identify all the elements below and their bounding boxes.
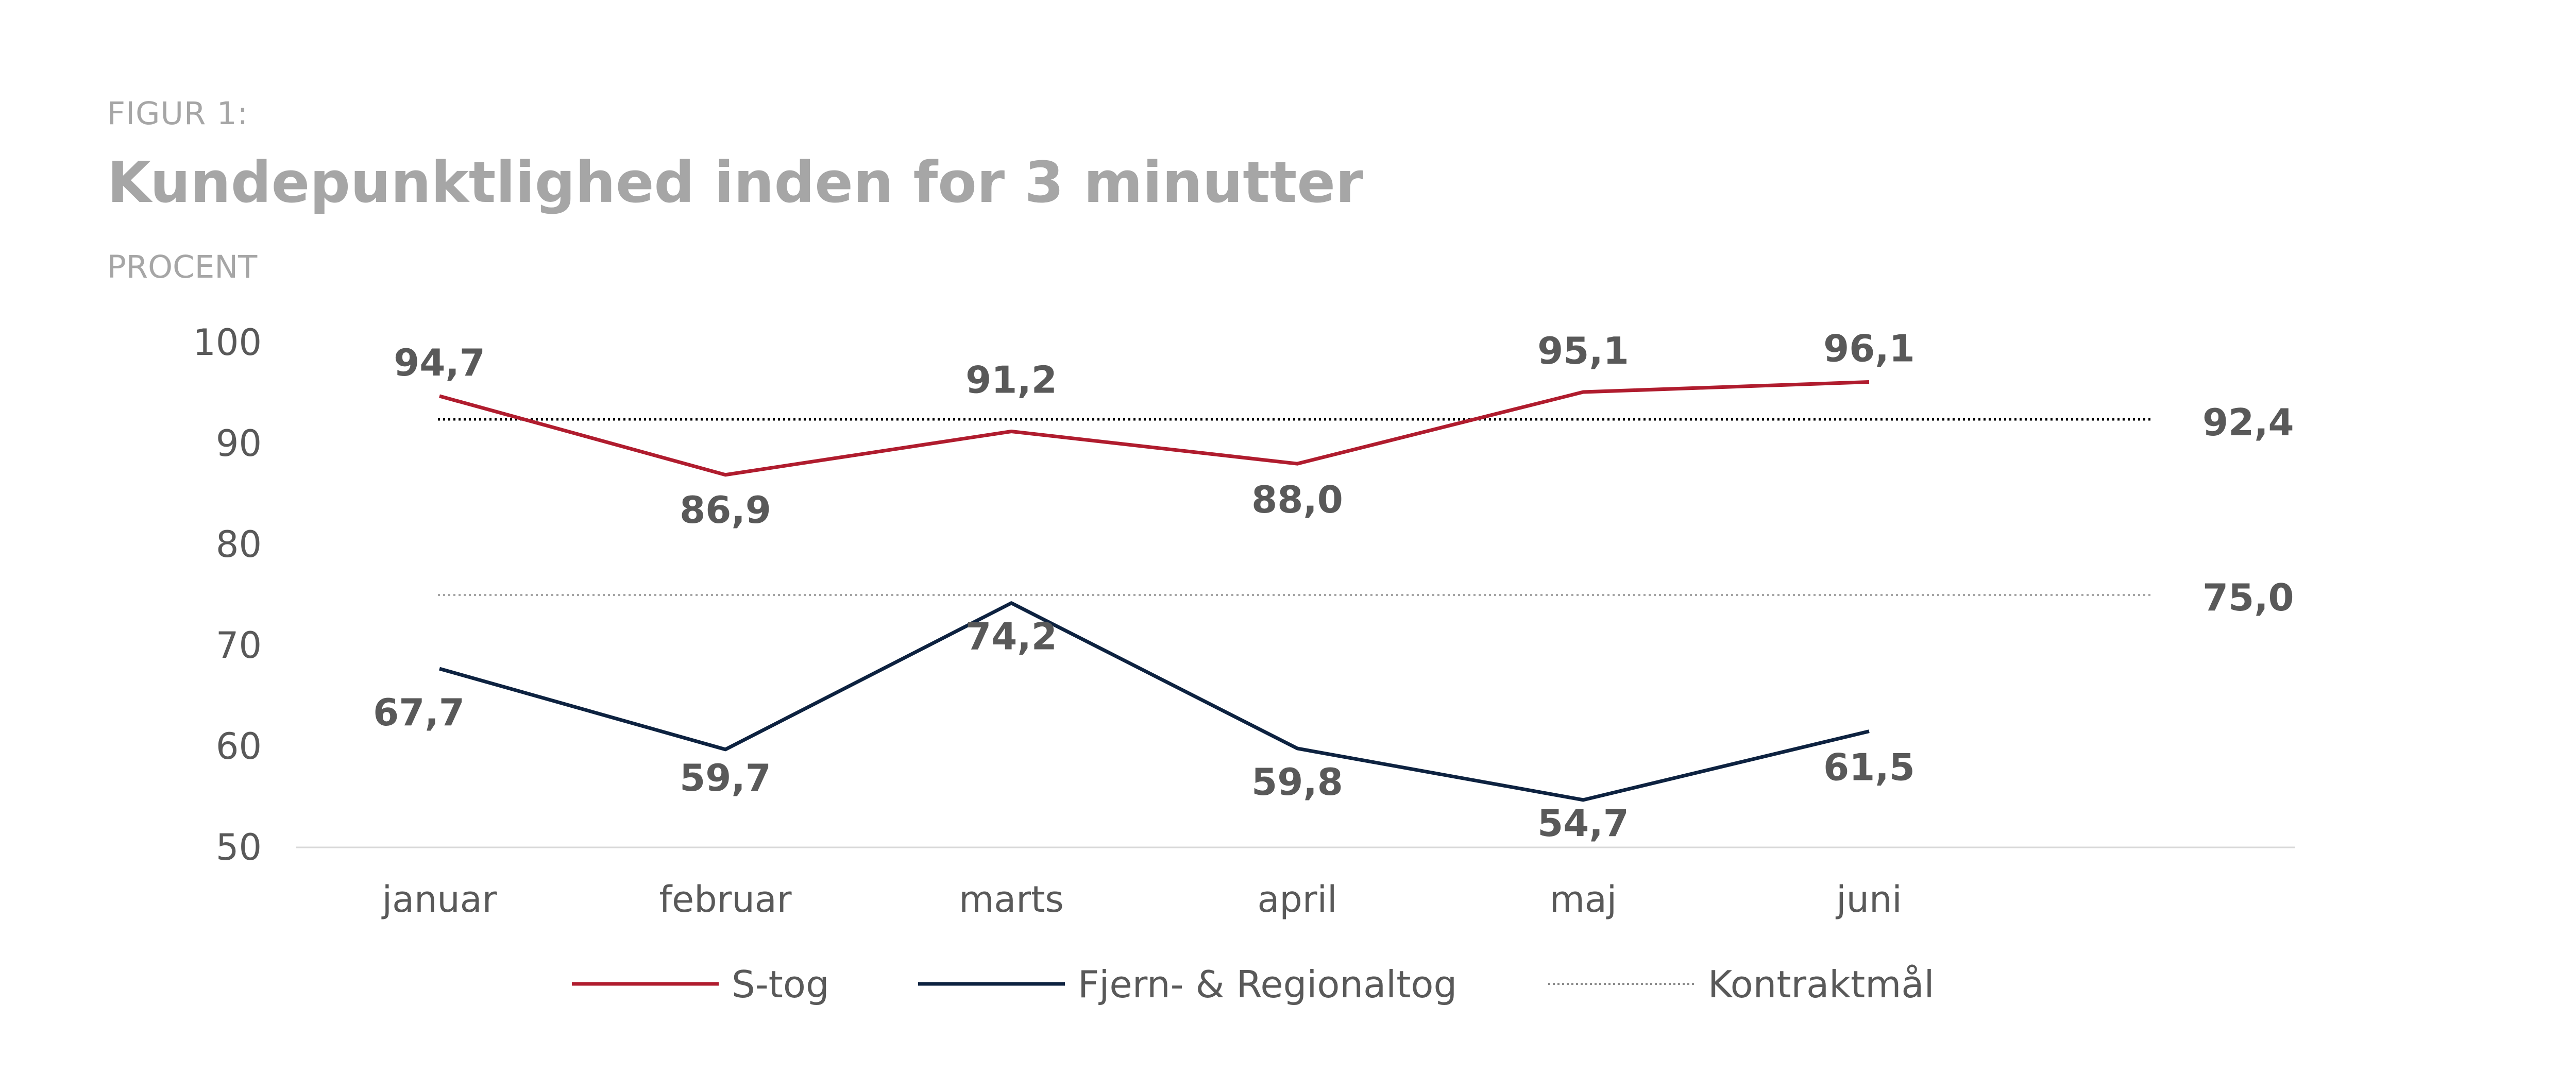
axes: 100 90 80 70 60 50 januar februar marts april maj j… xyxy=(193,321,2295,921)
y-tick-label: 100 xyxy=(193,321,262,364)
data-label: 67,7 xyxy=(373,691,465,734)
legend-label: Kontraktmål xyxy=(1708,963,1934,1006)
data-label: 88,0 xyxy=(1251,478,1343,521)
data-label: 91,2 xyxy=(965,358,1057,401)
x-tick-label: april xyxy=(1257,878,1337,921)
x-tick-label: januar xyxy=(381,878,497,921)
x-tick-label: maj xyxy=(1550,878,1617,921)
data-label: 61,5 xyxy=(1823,746,1915,789)
data-label: 74,2 xyxy=(965,615,1057,658)
legend: S-tog Fjern- & Regionaltog Kontraktmål xyxy=(572,963,1934,1006)
data-labels: 94,7 86,9 91,2 88,0 95,1 96,1 67,7 59,7 74,2 59,8… xyxy=(373,327,1915,844)
y-axis-unit: PROCENT xyxy=(107,249,258,285)
data-label: 94,7 xyxy=(394,341,485,384)
legend-label: Fjern- & Regionaltog xyxy=(1078,963,1457,1006)
reference-line-label: 75,0 xyxy=(2202,576,2294,619)
data-label: 95,1 xyxy=(1537,329,1629,372)
data-label: 86,9 xyxy=(680,488,771,532)
y-tick-label: 60 xyxy=(216,725,262,768)
x-tick-label: juni xyxy=(1835,878,1902,921)
series-lines xyxy=(439,380,1870,802)
y-tick-label: 50 xyxy=(216,826,262,868)
data-label: 54,7 xyxy=(1537,802,1629,845)
legend-label: S-tog xyxy=(732,963,829,1006)
series-line xyxy=(439,380,1870,477)
data-label: 59,8 xyxy=(1251,760,1343,804)
chart-title: Kundepunktlighed inden for 3 minutter xyxy=(107,149,1364,215)
y-tick-label: 70 xyxy=(216,624,262,667)
x-tick-label: februar xyxy=(659,878,792,921)
reference-line-label: 92,4 xyxy=(2202,401,2294,444)
data-label: 59,7 xyxy=(680,756,771,799)
y-tick-label: 90 xyxy=(216,422,262,465)
y-tick-label: 80 xyxy=(216,523,262,566)
figure-label: FIGUR 1: xyxy=(107,95,249,132)
series-line xyxy=(439,601,1870,802)
reference-lines: 92,4 75,0 xyxy=(438,401,2294,619)
x-tick-label: marts xyxy=(959,878,1064,921)
data-label: 96,1 xyxy=(1823,327,1915,370)
